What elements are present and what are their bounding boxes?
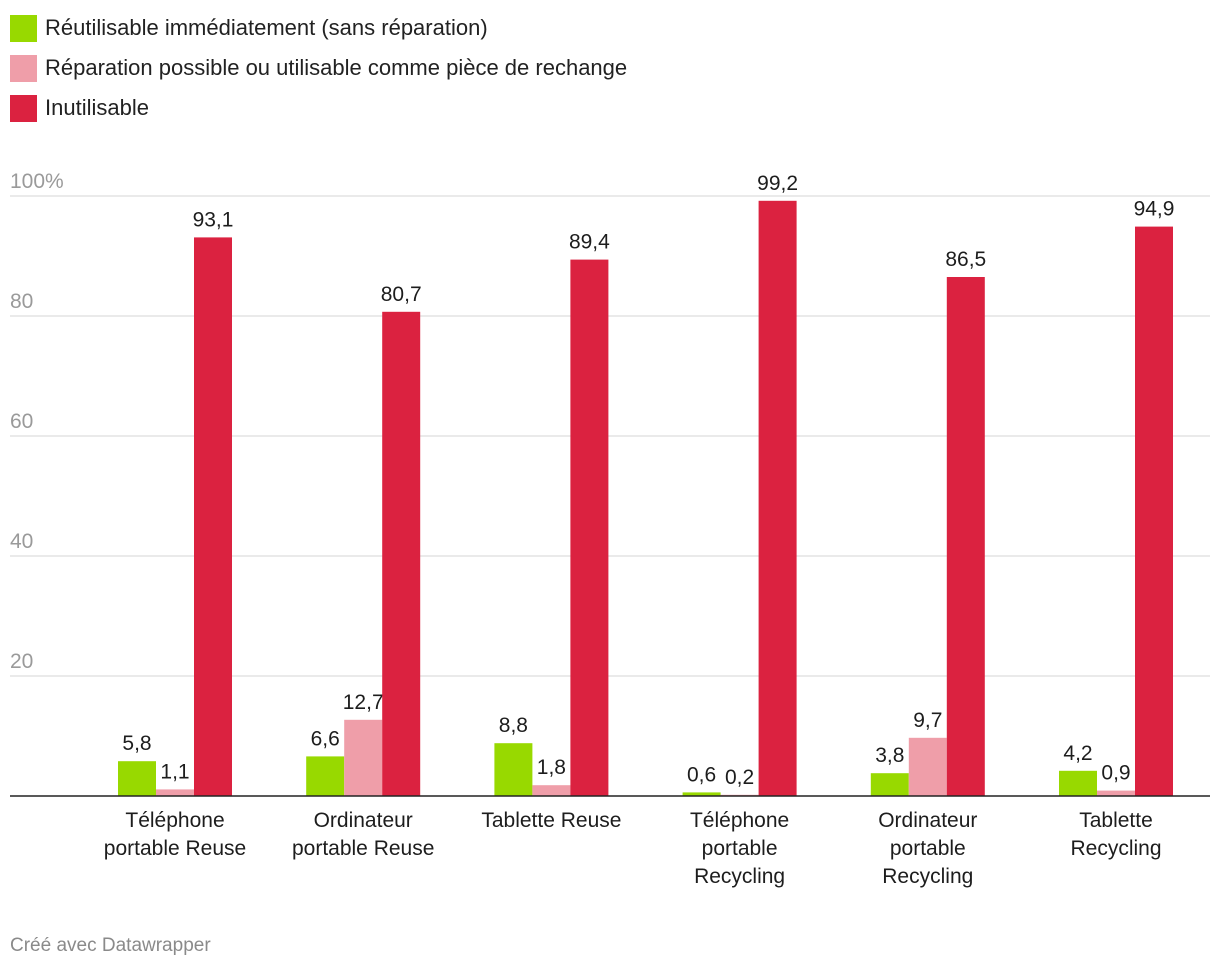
bar-s0-c3 — [682, 792, 721, 796]
bar-s1-c5 — [1097, 790, 1135, 796]
category-label-c4-l2: Recycling — [882, 865, 973, 888]
legend-label-reusable: Réutilisable immédiatement (sans réparat… — [45, 15, 488, 40]
bar-s2-c3 — [758, 200, 797, 797]
bar-s0-c5 — [1059, 770, 1097, 796]
value-label-s2-c4: 86,5 — [945, 248, 986, 271]
value-label-s0-c5: 4,2 — [1063, 742, 1092, 765]
category-label-c3-l0: Téléphone — [690, 809, 789, 832]
category-label-c5-l0: Tablette — [1079, 809, 1153, 832]
value-label-s1-c1: 12,7 — [343, 691, 384, 714]
value-label-s2-c1: 80,7 — [381, 283, 422, 306]
y-tick-label-20: 20 — [10, 650, 33, 673]
value-label-s2-c5: 94,9 — [1134, 198, 1175, 221]
bar-s2-c1 — [382, 311, 421, 796]
bar-s2-c4 — [946, 277, 985, 796]
category-label-c1-l0: Ordinateur — [314, 809, 413, 832]
legend-swatch-reusable — [10, 14, 37, 42]
legend-label-repairable: Réparation possible ou utilisable comme … — [45, 55, 628, 80]
y-tick-label-80: 80 — [10, 290, 33, 313]
value-label-s1-c2: 1,8 — [537, 756, 566, 779]
bar-chart: 20 40 60 80 100% 5,8 1,1 93,1 Téléphone portable … — [10, 170, 1210, 888]
category-label-c1-l1: portable Reuse — [292, 837, 434, 860]
bar-s1-c4 — [908, 737, 947, 796]
category-label-c4-l1: portable — [890, 837, 966, 860]
category-label-c3-l2: Recycling — [694, 865, 785, 888]
category-label-c0-l1: portable Reuse — [104, 837, 246, 860]
value-label-s0-c1: 6,6 — [311, 727, 340, 750]
value-label-s0-c2: 8,8 — [499, 714, 528, 737]
value-label-s1-c4: 9,7 — [913, 709, 942, 732]
legend-label-unusable: Inutilisable — [45, 95, 149, 120]
value-label-s1-c0: 1,1 — [160, 760, 189, 783]
legend-item-repairable: Réparation possible ou utilisable comme … — [10, 48, 627, 88]
value-label-s0-c0: 5,8 — [122, 732, 151, 755]
value-label-s2-c2: 89,4 — [569, 231, 610, 254]
value-label-s2-c3: 99,2 — [757, 172, 798, 195]
category-label-c2-l0: Tablette Reuse — [481, 809, 621, 832]
category-label-c3-l1: portable — [702, 837, 778, 860]
bar-s1-c2 — [532, 785, 571, 796]
value-label-s2-c0: 93,1 — [193, 208, 234, 231]
category-label-c4-l0: Ordinateur — [878, 809, 977, 832]
category-label-c5-l1: Recycling — [1070, 837, 1161, 860]
bar-s0-c0 — [118, 761, 156, 796]
y-tick-label-60: 60 — [10, 410, 33, 433]
legend-item-unusable: Inutilisable — [10, 88, 627, 128]
bar-s2-c0 — [194, 237, 232, 796]
value-label-s0-c4: 3,8 — [875, 744, 904, 767]
bar-s2-c5 — [1135, 226, 1173, 797]
bar-s0-c1 — [306, 756, 345, 796]
chart-legend: Réutilisable immédiatement (sans réparat… — [10, 8, 627, 128]
legend-swatch-repairable — [10, 54, 37, 82]
y-tick-label-100: 100% — [10, 170, 64, 193]
legend-swatch-unusable — [10, 94, 37, 122]
value-label-s1-c3: 0,2 — [725, 766, 754, 789]
value-label-s0-c3: 0,6 — [687, 763, 716, 786]
category-label-c0-l0: Téléphone — [125, 809, 224, 832]
bar-s1-c1 — [344, 719, 383, 796]
footer-credit: Créé avec Datawrapper — [10, 935, 211, 956]
bar-s0-c4 — [870, 773, 909, 796]
legend-item-reusable: Réutilisable immédiatement (sans réparat… — [10, 8, 627, 48]
bar-s2-c2 — [570, 259, 609, 797]
y-tick-label-40: 40 — [10, 530, 33, 553]
bar-s0-c2 — [494, 743, 533, 796]
bar-s1-c0 — [156, 789, 194, 796]
value-label-s1-c5: 0,9 — [1101, 762, 1130, 785]
